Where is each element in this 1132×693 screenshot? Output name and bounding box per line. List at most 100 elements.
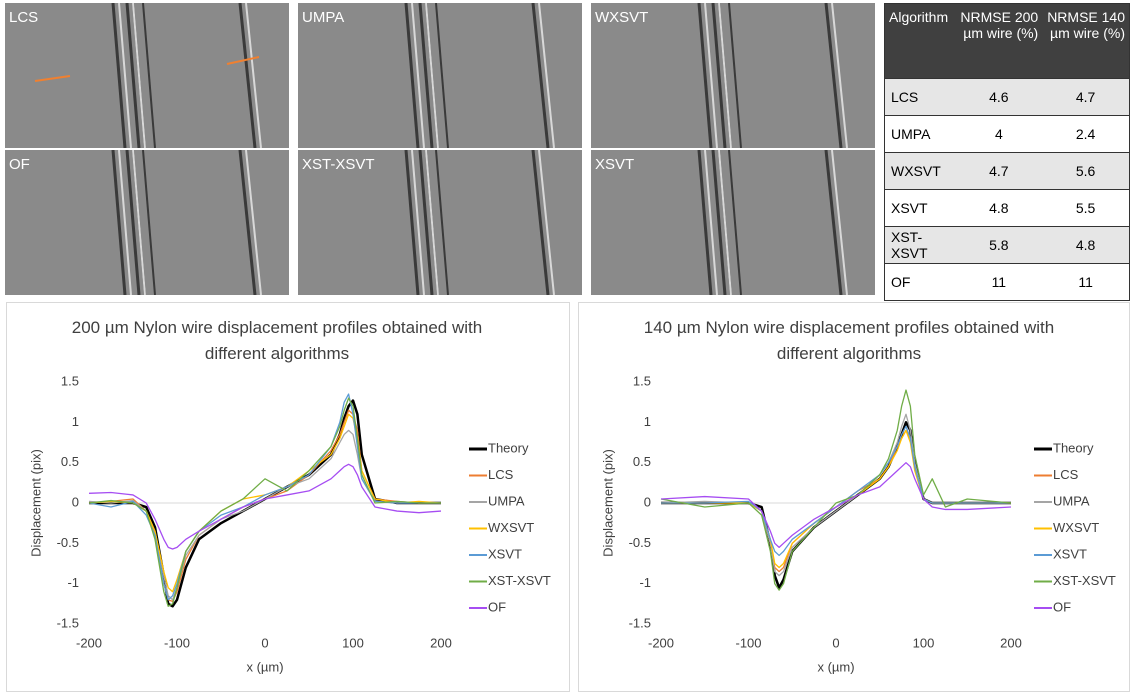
image-panel: XSVT	[591, 150, 875, 295]
table-cell: WXSVT	[884, 152, 956, 190]
wire-light	[831, 150, 848, 295]
table-cell: 11	[1042, 263, 1130, 301]
wire-dark	[728, 150, 742, 295]
series-line	[661, 429, 1011, 573]
chart-title: 200 µm Nylon wire displacement profiles …	[71, 318, 483, 363]
wire-dark	[697, 150, 713, 295]
legend-label: WXSVT	[1053, 520, 1099, 535]
wire-image	[697, 150, 848, 295]
wire-dark	[711, 3, 727, 148]
wire-light	[411, 3, 425, 148]
wire-light	[831, 3, 848, 148]
legend-label: Theory	[1053, 440, 1094, 455]
wire-dark	[824, 150, 843, 295]
wire-image	[697, 3, 848, 148]
table-header: NRMSE 200 µm wire (%)	[955, 3, 1043, 79]
y-tick-label: -0.5	[57, 535, 79, 550]
series-line	[660, 389, 1012, 591]
series-line	[661, 425, 1011, 557]
image-panel: OF	[5, 150, 289, 295]
wire-dark	[111, 150, 127, 295]
y-tick-label: -1.5	[629, 615, 651, 630]
y-tick-label: 0	[72, 494, 79, 509]
y-tick-label: 1	[644, 414, 651, 429]
x-tick-label: -100	[735, 635, 761, 650]
table-row: XST-XSVT 5.8 4.8	[884, 226, 1130, 264]
table-row: UMPA 4 2.4	[884, 115, 1130, 153]
wire-dark	[824, 3, 843, 148]
table-cell: LCS	[884, 78, 956, 116]
wire-dark	[531, 150, 550, 295]
wire-dark	[531, 3, 550, 148]
table-cell: 5.6	[1042, 152, 1130, 190]
legend-label: LCS	[488, 467, 514, 482]
x-tick-label: -200	[648, 635, 674, 650]
wire-dark	[697, 3, 713, 148]
x-tick-label: 0	[832, 635, 839, 650]
chart-svg: -1.5 -1 -0.5 0 0.5 1 1.5 -200 -100 0 100 200 x (µm) D…	[28, 373, 550, 674]
image-panel: WXSVT	[591, 3, 875, 148]
y-tick-label: -1.5	[57, 615, 79, 630]
series-line	[661, 429, 1011, 569]
wire-dark	[418, 3, 434, 148]
legend-label: XSVT	[488, 546, 522, 561]
table-cell: XST-XSVT	[884, 226, 956, 264]
image-panel: XST-XSVT	[298, 150, 582, 295]
wire-light	[411, 150, 425, 295]
wire-light	[538, 150, 555, 295]
wire-light	[704, 3, 718, 148]
legend-label: UMPA	[1053, 493, 1090, 508]
wire-dark	[125, 150, 141, 295]
series-line	[660, 413, 1011, 577]
wire-dark	[142, 150, 156, 295]
wire-dark	[728, 3, 742, 148]
table-cell: 4.8	[955, 189, 1043, 227]
legend-label: OF	[1053, 599, 1071, 614]
legend-label: XSVT	[1053, 546, 1087, 561]
table-cell: OF	[884, 263, 956, 301]
series-line	[660, 462, 1012, 549]
wire-image	[404, 150, 555, 295]
wire-image	[111, 150, 262, 295]
table-row: WXSVT 4.7 5.6	[884, 152, 1130, 190]
x-tick-label: 0	[261, 635, 268, 650]
table-cell: 4.7	[955, 152, 1043, 190]
wire-light	[538, 3, 555, 148]
x-tick-label: 100	[342, 635, 364, 650]
y-tick-label: 1	[72, 414, 79, 429]
wire-light	[425, 3, 439, 148]
wire-light	[704, 150, 718, 295]
table-header: NRMSE 140 µm wire (%)	[1042, 3, 1130, 79]
wire-dark	[418, 150, 434, 295]
series-line	[88, 429, 441, 601]
y-tick-label: 0.5	[633, 454, 651, 469]
x-tick-label: 200	[430, 635, 452, 650]
wire-image	[404, 3, 555, 148]
table-cell: 5.5	[1042, 189, 1130, 227]
table-cell: 4	[955, 115, 1043, 153]
wire-light	[425, 150, 439, 295]
legend-label: Theory	[488, 440, 529, 455]
y-axis-label: Displacement (pix)	[600, 449, 615, 557]
x-tick-label: 100	[913, 635, 935, 650]
panel-label: WXSVT	[595, 9, 649, 26]
wire-light	[132, 3, 146, 148]
wire-dark	[142, 3, 156, 148]
y-tick-label: 1.5	[633, 373, 651, 388]
x-tick-label: 200	[1000, 635, 1022, 650]
series-line	[88, 463, 442, 550]
wire-dark	[238, 150, 257, 295]
table-row: OF 11 11	[884, 263, 1130, 301]
wire-dark	[435, 150, 449, 295]
panel-label: XSVT	[595, 156, 635, 173]
y-axis-label: Displacement (pix)	[28, 449, 43, 557]
panel-label: UMPA	[302, 9, 345, 26]
table-cell: XSVT	[884, 189, 956, 227]
panel-label: LCS	[9, 9, 39, 26]
wire-dark	[404, 150, 420, 295]
table-cell: 4.8	[1042, 226, 1130, 264]
y-tick-label: 0	[644, 494, 651, 509]
table-cell: UMPA	[884, 115, 956, 153]
panel-label: XST-XSVT	[302, 156, 375, 173]
